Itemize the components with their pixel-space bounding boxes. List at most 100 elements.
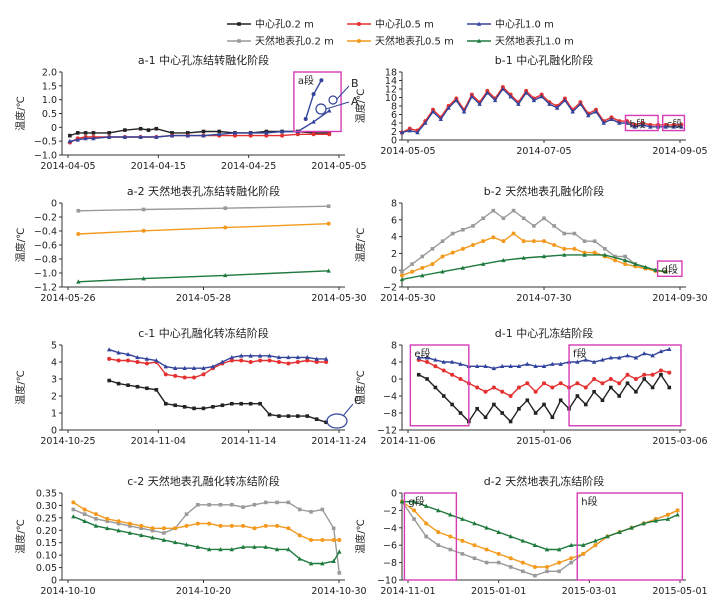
data-point — [286, 547, 291, 552]
data-point — [433, 385, 438, 390]
y-tick-label: −1.2 — [34, 283, 57, 294]
data-point — [642, 377, 647, 381]
data-point — [141, 276, 146, 281]
data-point — [67, 138, 73, 143]
data-point — [508, 394, 513, 398]
data-point — [617, 381, 622, 386]
data-point — [410, 269, 415, 274]
data-point — [550, 385, 555, 390]
data-point — [93, 523, 99, 528]
data-point — [616, 355, 622, 360]
segment-label: f段 — [573, 347, 587, 360]
data-point — [554, 105, 560, 110]
data-point — [240, 544, 246, 549]
data-point — [206, 547, 212, 552]
data-point — [309, 538, 314, 543]
y-tick-label: 0.20 — [36, 526, 57, 537]
legend-label: 中心孔0.2 m — [255, 18, 314, 31]
segment-label: h段 — [581, 495, 597, 508]
data-point — [116, 381, 121, 386]
data-point — [326, 268, 331, 273]
data-point — [423, 120, 428, 125]
y-tick-label: 2 — [51, 392, 57, 403]
data-point — [326, 221, 331, 226]
data-point — [311, 119, 316, 124]
segment-box — [568, 344, 682, 427]
x-tick-label: 2014-10-10 — [40, 586, 95, 597]
data-point — [135, 360, 140, 364]
data-point — [248, 353, 253, 358]
y-tick-label: 0 — [391, 489, 397, 500]
y-tick-label: 5 — [51, 341, 57, 352]
x-tick-label: 2015-05-01 — [652, 586, 707, 597]
y-tick-label: 0.25 — [36, 513, 57, 524]
data-point — [625, 353, 630, 358]
data-point — [239, 401, 244, 406]
data-point — [161, 526, 166, 531]
legend-label: 天然地表孔1.0 m — [495, 35, 574, 48]
data-point — [525, 361, 530, 366]
y-tick-label: 0 — [51, 576, 57, 587]
data-point — [591, 359, 597, 364]
segment-label: e段 — [414, 347, 430, 360]
data-point — [430, 262, 435, 267]
data-point — [297, 507, 302, 512]
data-point — [324, 360, 329, 364]
data-point — [337, 571, 342, 575]
data-point — [663, 269, 668, 274]
data-point — [173, 539, 178, 545]
data-point — [484, 560, 489, 565]
data-point — [258, 358, 263, 363]
data-point — [448, 547, 453, 552]
data-point — [492, 402, 496, 407]
annotation-leader — [325, 101, 350, 110]
data-point — [71, 507, 76, 512]
data-point — [169, 133, 175, 138]
data-point — [182, 375, 187, 380]
data-point — [105, 525, 110, 531]
data-point — [76, 232, 81, 237]
data-point — [420, 273, 425, 278]
data-point — [107, 356, 112, 361]
data-point — [460, 552, 465, 556]
data-point — [542, 381, 546, 386]
data-point — [583, 402, 588, 407]
data-point — [484, 525, 489, 530]
data-point — [220, 359, 225, 364]
data-point — [675, 508, 680, 513]
data-point — [105, 519, 110, 524]
annotations-a1: BA — [315, 77, 359, 115]
data-point — [562, 97, 568, 103]
legend-entry: 天然地表孔1.0 m — [467, 35, 574, 48]
annotation-leader — [336, 85, 350, 100]
data-point — [458, 377, 463, 381]
data-point — [552, 243, 557, 247]
data-point — [277, 414, 281, 418]
data-point — [323, 356, 329, 361]
data-point — [483, 363, 488, 369]
legend-label: 中心孔0.5 m — [375, 18, 434, 31]
data-point — [575, 381, 580, 386]
data-point — [582, 252, 587, 257]
data-point — [138, 126, 143, 131]
data-point — [150, 526, 155, 531]
data-point — [116, 350, 121, 355]
legend-label: 中心孔1.0 m — [495, 18, 554, 31]
data-point — [192, 375, 197, 380]
series-path — [78, 205, 329, 212]
data-point — [71, 500, 76, 505]
data-point — [252, 502, 257, 507]
data-point — [424, 521, 429, 526]
data-point — [557, 560, 562, 565]
data-point — [593, 543, 598, 548]
data-point — [425, 377, 429, 381]
data-point — [472, 556, 477, 561]
y-tick-label: 0 — [391, 136, 397, 147]
y-tick-label: 2 — [391, 127, 397, 138]
data-point — [297, 556, 302, 561]
data-point — [201, 133, 206, 138]
legend-marker — [476, 21, 482, 26]
data-point — [295, 354, 301, 360]
